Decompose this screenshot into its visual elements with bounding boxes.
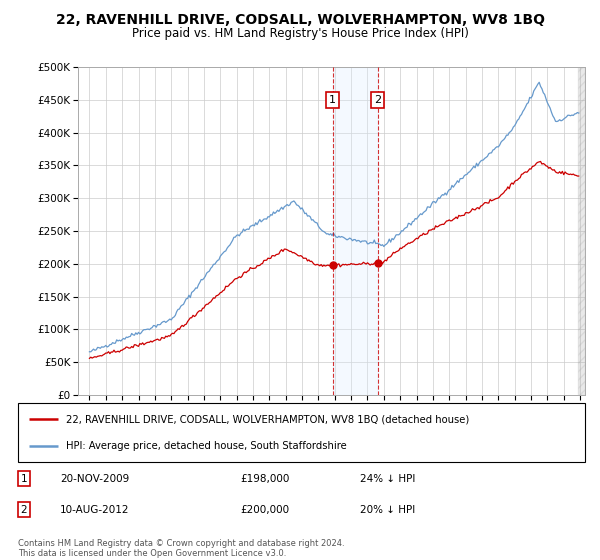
- Text: £200,000: £200,000: [240, 505, 289, 515]
- Text: 20-NOV-2009: 20-NOV-2009: [60, 474, 129, 484]
- Text: 22, RAVENHILL DRIVE, CODSALL, WOLVERHAMPTON, WV8 1BQ (detached house): 22, RAVENHILL DRIVE, CODSALL, WOLVERHAMP…: [66, 414, 469, 424]
- Text: Price paid vs. HM Land Registry's House Price Index (HPI): Price paid vs. HM Land Registry's House …: [131, 27, 469, 40]
- Text: Contains HM Land Registry data © Crown copyright and database right 2024.
This d: Contains HM Land Registry data © Crown c…: [18, 539, 344, 558]
- Text: 22, RAVENHILL DRIVE, CODSALL, WOLVERHAMPTON, WV8 1BQ: 22, RAVENHILL DRIVE, CODSALL, WOLVERHAMP…: [56, 13, 545, 27]
- FancyBboxPatch shape: [18, 403, 585, 462]
- Text: 2: 2: [20, 505, 28, 515]
- Bar: [333, 67, 378, 395]
- Text: 20% ↓ HPI: 20% ↓ HPI: [360, 505, 415, 515]
- Text: 1: 1: [20, 474, 28, 484]
- Text: 2: 2: [374, 95, 381, 105]
- Text: £198,000: £198,000: [240, 474, 289, 484]
- Bar: [578, 67, 585, 395]
- Text: 1: 1: [329, 95, 336, 105]
- Text: 10-AUG-2012: 10-AUG-2012: [60, 505, 130, 515]
- Text: 24% ↓ HPI: 24% ↓ HPI: [360, 474, 415, 484]
- Text: HPI: Average price, detached house, South Staffordshire: HPI: Average price, detached house, Sout…: [66, 441, 347, 451]
